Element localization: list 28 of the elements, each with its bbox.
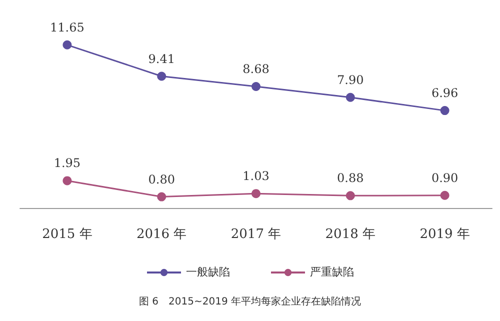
caption: 图 6 2015~2019 年平均每家企业存在缺陷情况 bbox=[139, 296, 361, 308]
data-label: 1.95 bbox=[54, 156, 81, 170]
point bbox=[346, 191, 355, 200]
data-label: 7.90 bbox=[337, 72, 364, 87]
point bbox=[157, 192, 166, 202]
data-label: 6.96 bbox=[431, 86, 458, 100]
data-label: 11.65 bbox=[50, 20, 84, 34]
point bbox=[440, 106, 450, 116]
x-tick-label: 2018 年 bbox=[325, 227, 376, 242]
x-tick-label: 2019 年 bbox=[420, 227, 470, 242]
data-label: 9.41 bbox=[148, 52, 175, 66]
point bbox=[252, 82, 260, 91]
data-label: 1.03 bbox=[242, 169, 270, 184]
data-label: 8.68 bbox=[242, 62, 270, 76]
point bbox=[157, 72, 166, 81]
data-label: 0.90 bbox=[431, 170, 458, 185]
data-label: 0.80 bbox=[148, 172, 175, 186]
point bbox=[346, 92, 355, 102]
legend-label: 严重缺陷 bbox=[310, 266, 354, 278]
point bbox=[62, 176, 72, 186]
data-label: 0.88 bbox=[337, 171, 364, 186]
point bbox=[252, 189, 260, 198]
point bbox=[62, 40, 72, 50]
point bbox=[440, 190, 450, 200]
legend-label: 一般缺陷 bbox=[186, 266, 230, 278]
x-tick-label: 2015 年 bbox=[42, 227, 92, 242]
x-tick-label: 2016 年 bbox=[136, 227, 187, 242]
x-tick-label: 2017 年 bbox=[230, 227, 282, 242]
